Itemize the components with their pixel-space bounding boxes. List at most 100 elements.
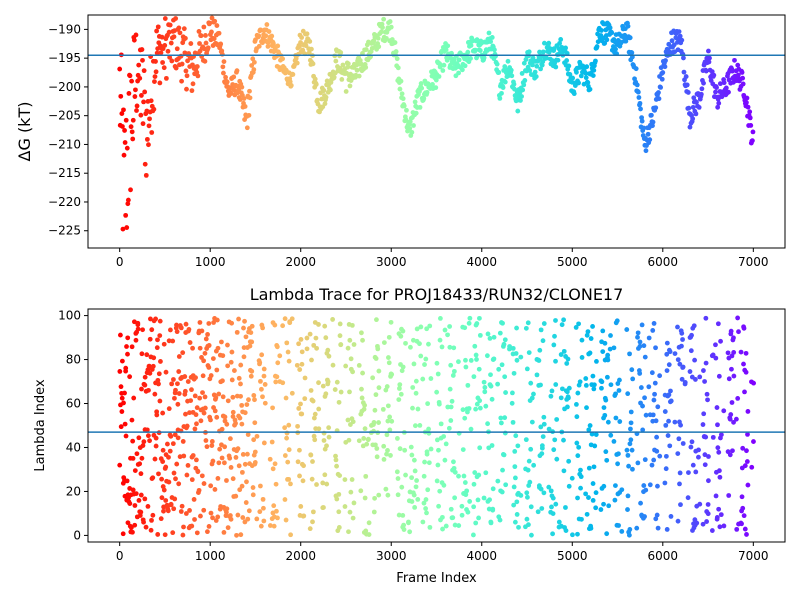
lambda-point: [174, 329, 180, 335]
delta-g-point: [444, 57, 450, 63]
delta-g-point: [141, 68, 147, 74]
lambda-point: [635, 334, 640, 340]
lambda-point: [371, 420, 377, 425]
delta-g-point: [696, 105, 702, 110]
delta-g-point: [154, 50, 160, 56]
lambda-point: [161, 487, 167, 493]
lambda-point: [529, 532, 534, 538]
lambda-point: [238, 362, 244, 368]
delta-g-point: [436, 74, 442, 79]
lambda-point: [678, 502, 683, 508]
lambda-point: [501, 341, 507, 347]
delta-g-point: [691, 95, 697, 101]
lambda-point: [646, 335, 652, 341]
lambda-point: [706, 478, 711, 484]
delta-g-point: [139, 47, 145, 52]
lambda-point: [593, 505, 599, 511]
delta-g-point: [522, 78, 528, 83]
lambda-point: [602, 340, 608, 346]
delta-g-point: [713, 89, 718, 95]
lambda-point: [702, 462, 708, 468]
delta-g-point: [129, 129, 135, 135]
delta-g-point: [735, 72, 741, 78]
lambda-point: [236, 316, 241, 322]
lambda-point: [230, 409, 236, 415]
lambda-point: [242, 461, 248, 467]
lambda-point: [413, 484, 419, 490]
lambda-point: [288, 532, 294, 538]
delta-g-point: [570, 75, 576, 81]
lambda-point: [667, 443, 673, 449]
delta-g-point: [223, 74, 228, 80]
lambda-point: [236, 463, 242, 469]
lambda-point: [156, 471, 161, 477]
delta-g-point: [239, 84, 245, 90]
lambda-point: [678, 422, 683, 428]
lambda-point: [184, 423, 190, 429]
delta-g-point: [287, 79, 293, 85]
lambda-point: [518, 354, 524, 360]
delta-g-point: [492, 47, 497, 53]
lambda-point: [477, 315, 482, 321]
lambda-point: [463, 357, 468, 363]
lambda-point: [450, 515, 456, 521]
lambda-point: [690, 462, 696, 468]
lambda-point: [564, 389, 570, 395]
delta-g-point: [182, 35, 188, 41]
lambda-point: [410, 337, 416, 343]
lambda-point: [471, 504, 477, 510]
delta-g-point: [576, 80, 582, 86]
delta-g-point: [566, 63, 572, 69]
lambda-point: [675, 451, 681, 457]
lambda-point: [360, 370, 365, 376]
lambda-point: [426, 426, 431, 432]
lambda-point: [245, 451, 250, 457]
delta-g-point: [195, 73, 201, 79]
lambda-point: [248, 330, 254, 335]
lambda-point: [381, 457, 387, 462]
lambda-point: [642, 354, 648, 360]
lambda-point: [456, 359, 461, 365]
lambda-point: [446, 425, 452, 431]
lambda-point: [579, 355, 585, 360]
delta-g-point: [270, 41, 276, 46]
lambda-point: [651, 457, 657, 463]
delta-g-point: [744, 100, 749, 105]
lambda-point: [130, 455, 136, 461]
lambda-point: [185, 463, 191, 468]
lambda-point: [257, 483, 263, 489]
lambda-point: [692, 357, 698, 363]
lambda-point: [380, 406, 386, 412]
lambda-point: [282, 453, 288, 458]
lambda-point: [584, 511, 590, 517]
lambda-point: [740, 445, 746, 451]
lambda-point: [182, 374, 188, 379]
lambda-point: [383, 486, 389, 492]
lambda-point: [130, 487, 136, 493]
delta-g-point: [659, 76, 665, 82]
delta-g-point: [201, 24, 207, 30]
lambda-point: [538, 486, 544, 492]
lambda-point: [536, 358, 542, 363]
lambda-point: [552, 437, 558, 443]
lambda-point: [370, 375, 376, 381]
lambda-point: [194, 421, 199, 427]
delta-g-point: [307, 39, 313, 44]
lambda-point: [199, 473, 205, 479]
lambda-point: [664, 340, 670, 346]
delta-g-point: [121, 107, 126, 113]
delta-g-point: [128, 124, 134, 130]
lambda-point: [134, 451, 140, 457]
lambda-point: [663, 466, 669, 472]
lambda-point: [425, 487, 431, 493]
delta-g-point: [430, 82, 435, 87]
delta-g-point: [515, 108, 521, 114]
lambda-point: [133, 337, 139, 343]
lambda-point: [561, 348, 567, 354]
lambda-point: [274, 374, 280, 380]
lambda-point: [574, 414, 580, 420]
lambda-point: [467, 315, 473, 321]
delta-g-point: [521, 82, 527, 88]
lambda-point: [602, 412, 608, 418]
lambda-point: [381, 340, 387, 346]
